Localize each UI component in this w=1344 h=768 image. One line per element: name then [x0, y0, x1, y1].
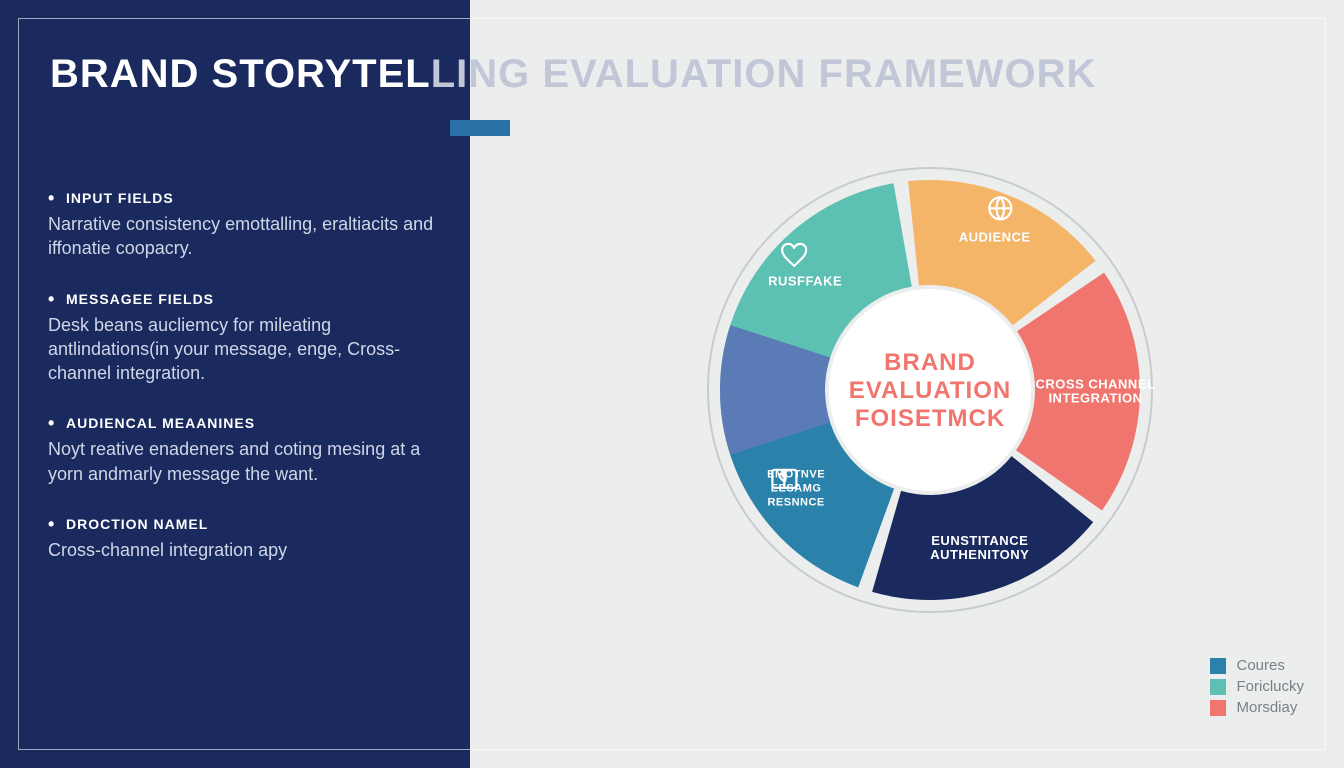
bullet-body: Noyt reative enadeners and coting mesing…: [48, 437, 448, 486]
legend-item: Morsdiay: [1210, 699, 1304, 716]
bullet-body: Desk beans aucliemcy for mileating antli…: [48, 313, 448, 386]
segment-label: INTEGRATION: [1048, 390, 1142, 405]
donut-center-text: BRAND: [884, 349, 976, 376]
legend-item: Foriclucky: [1210, 678, 1304, 695]
segment-label: CROSS CHANNEL: [1036, 376, 1156, 391]
bullet-body: Narrative consistency emottalling, eralt…: [48, 212, 448, 261]
legend-label: Foriclucky: [1236, 678, 1304, 695]
legend-item: Coures: [1210, 657, 1304, 674]
segment-label: RESNNCE: [767, 496, 824, 508]
legend-swatch: [1210, 700, 1226, 716]
bullet-head: INPUT FIELDS: [48, 190, 448, 206]
bullet-head: DROCTION NAMEL: [48, 516, 448, 532]
segment-label: RUSFFAKE: [768, 273, 842, 288]
segment-label: AUTHENITONY: [930, 547, 1029, 562]
segment-label: EUNSTITANCE: [931, 533, 1028, 548]
title-faded: LING EVALUATION FRAMEWORK: [431, 52, 1097, 96]
donut-center-text: EVALUATION: [849, 377, 1011, 404]
legend-swatch: [1210, 658, 1226, 674]
legend-swatch: [1210, 679, 1226, 695]
legend: Coures Foriclucky Morsdiay: [1210, 657, 1304, 720]
bullet-list: INPUT FIELDS Narrative consistency emott…: [48, 190, 448, 592]
accent-bar: [450, 120, 510, 136]
legend-label: Morsdiay: [1236, 699, 1297, 716]
legend-label: Coures: [1236, 657, 1284, 674]
segment-label: AUDIENCE: [959, 230, 1031, 245]
bullet-head: MESSAGEE FIELDS: [48, 291, 448, 307]
page-title: BRAND STORYTELLING EVALUATION FRAMEWORK: [50, 52, 1096, 97]
bullet-item: AUDIENCAL MEAANINES Noyt reative enadene…: [48, 415, 448, 486]
donut-chart: BRANDEVALUATIONFOISETMCKEMOTNVEEESAMGRES…: [690, 150, 1170, 630]
bullet-item: MESSAGEE FIELDS Desk beans aucliemcy for…: [48, 291, 448, 386]
title-bold: BRAND STORYTEL: [50, 52, 431, 96]
bullet-item: INPUT FIELDS Narrative consistency emott…: [48, 190, 448, 261]
bullet-item: DROCTION NAMEL Cross-channel integration…: [48, 516, 448, 562]
bullet-body: Cross-channel integration apy: [48, 538, 448, 562]
donut-center-text: FOISETMCK: [855, 405, 1005, 432]
bullet-head: AUDIENCAL MEAANINES: [48, 415, 448, 431]
